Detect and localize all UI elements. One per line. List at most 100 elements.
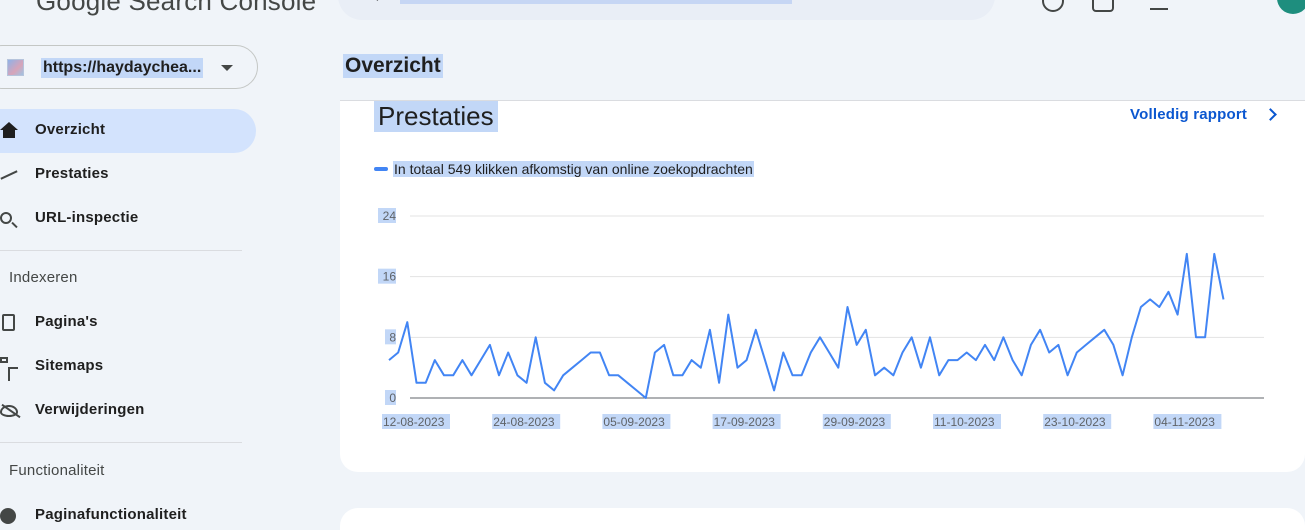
data-point: [1195, 336, 1197, 338]
data-point: [1076, 352, 1078, 354]
data-point: [388, 359, 390, 361]
x-tick-highlight: [382, 414, 450, 429]
search-icon: [0, 212, 12, 224]
data-point: [1186, 253, 1188, 255]
data-point: [1085, 344, 1087, 346]
y-tick-label: 0: [389, 391, 396, 405]
data-point: [1002, 336, 1004, 338]
x-tick-highlight: [602, 414, 671, 429]
data-point: [581, 359, 583, 361]
x-tick-label: 17-09-2023: [714, 415, 776, 429]
sidebar-divider: [0, 442, 242, 443]
full-report-link[interactable]: Volledig rapport: [1130, 106, 1248, 123]
sidebar-item-paginafunctionaliteit[interactable]: Paginafunctionaliteit: [0, 494, 256, 530]
data-point: [617, 374, 619, 376]
data-point: [975, 359, 977, 361]
sidebar-item-label: Pagina's: [35, 313, 98, 330]
chevron-down-icon[interactable]: [221, 65, 233, 71]
series-line[interactable]: [388, 252, 1225, 399]
data-point: [681, 374, 683, 376]
x-tick-highlight: [1153, 414, 1222, 429]
data-point: [1057, 344, 1059, 346]
data-point: [746, 359, 748, 361]
data-point: [929, 336, 931, 338]
sidebar-item-label: Verwijderingen: [35, 401, 145, 418]
data-point: [764, 359, 766, 361]
y-tick-highlight: [378, 268, 396, 284]
sidebar-item-verwijderingen[interactable]: Verwijderingen: [0, 389, 256, 433]
legend-label[interactable]: In totaal 549 klikken afkomstig van onli…: [393, 161, 754, 177]
data-point: [856, 344, 858, 346]
data-point: [645, 397, 647, 399]
data-point: [1177, 314, 1179, 316]
data-point: [865, 329, 867, 331]
y-tick-label: 8: [389, 330, 396, 344]
data-point: [947, 359, 949, 361]
x-tick-highlight: [1043, 414, 1112, 429]
data-point: [590, 352, 592, 354]
sidebar-item-overzicht[interactable]: Overzicht: [0, 109, 256, 153]
search-icon[interactable]: [365, 0, 379, 1]
data-point: [599, 352, 601, 354]
data-point: [1149, 298, 1151, 300]
clicks-line-chart[interactable]: 0 8 16 24 12-08-2023 24-08-2023 05-09-2023 17-0…: [340, 100, 1305, 472]
data-point: [562, 374, 564, 376]
settings-icon[interactable]: [1092, 0, 1114, 12]
search-input[interactable]: [400, 0, 792, 4]
property-selector[interactable]: https://haydaychea...: [0, 45, 258, 89]
data-point: [571, 367, 573, 369]
x-tick-label: 29-09-2023: [824, 415, 886, 429]
data-point: [828, 352, 830, 354]
notifications-icon[interactable]: [1150, 0, 1168, 10]
sidebar-item-prestaties[interactable]: Prestaties: [0, 153, 256, 197]
data-point: [516, 374, 518, 376]
next-card: [340, 508, 1305, 530]
avatar[interactable]: [1277, 0, 1305, 14]
data-point: [791, 374, 793, 376]
data-point: [691, 359, 693, 361]
data-point: [480, 359, 482, 361]
data-point: [1094, 336, 1096, 338]
data-point: [902, 352, 904, 354]
data-point: [452, 374, 454, 376]
help-icon[interactable]: [1042, 0, 1064, 12]
performance-card: Prestaties Volledig rapport In totaal 54…: [340, 100, 1305, 472]
data-point: [544, 382, 546, 384]
x-tick-label: 11-10-2023: [934, 415, 995, 429]
data-point: [461, 359, 463, 361]
data-point: [1204, 336, 1206, 338]
data-point: [957, 359, 959, 361]
data-point: [1131, 336, 1133, 338]
y-tick-label: 24: [383, 209, 397, 223]
data-point: [397, 352, 399, 354]
data-point: [1048, 352, 1050, 354]
search-console-logo[interactable]: Google Search Console: [36, 0, 316, 17]
sidebar-item-label: Overzicht: [35, 121, 106, 138]
performance-card-title: Prestaties: [374, 101, 498, 132]
search-bar[interactable]: [338, 0, 995, 20]
data-point: [1012, 359, 1014, 361]
data-point: [526, 382, 528, 384]
data-point: [892, 374, 894, 376]
data-point: [636, 389, 638, 391]
x-tick-label: 23-10-2023: [1044, 415, 1106, 429]
data-point: [654, 352, 656, 354]
y-tick-highlight: [378, 208, 396, 223]
data-point: [1030, 344, 1032, 346]
data-point: [1167, 291, 1169, 293]
data-point: [1103, 329, 1105, 331]
sidebar-item-sitemaps[interactable]: Sitemaps: [0, 345, 256, 389]
data-point: [471, 374, 473, 376]
sidebar-section-indexeren: Indexeren: [9, 269, 78, 286]
data-point: [1158, 306, 1160, 308]
x-tick-label: 24-08-2023: [493, 415, 555, 429]
x-tick-highlight: [712, 414, 781, 429]
logo-product: Search Console: [128, 0, 317, 16]
sidebar-item-paginas[interactable]: Pagina's: [0, 301, 256, 345]
data-point: [874, 374, 876, 376]
sidebar-item-url-inspectie[interactable]: URL-inspectie: [0, 197, 256, 241]
sidebar-item-label: URL-inspectie: [35, 209, 139, 226]
visibility-off-icon: [0, 405, 18, 417]
x-tick-highlight: [822, 414, 891, 429]
data-point: [837, 367, 839, 369]
